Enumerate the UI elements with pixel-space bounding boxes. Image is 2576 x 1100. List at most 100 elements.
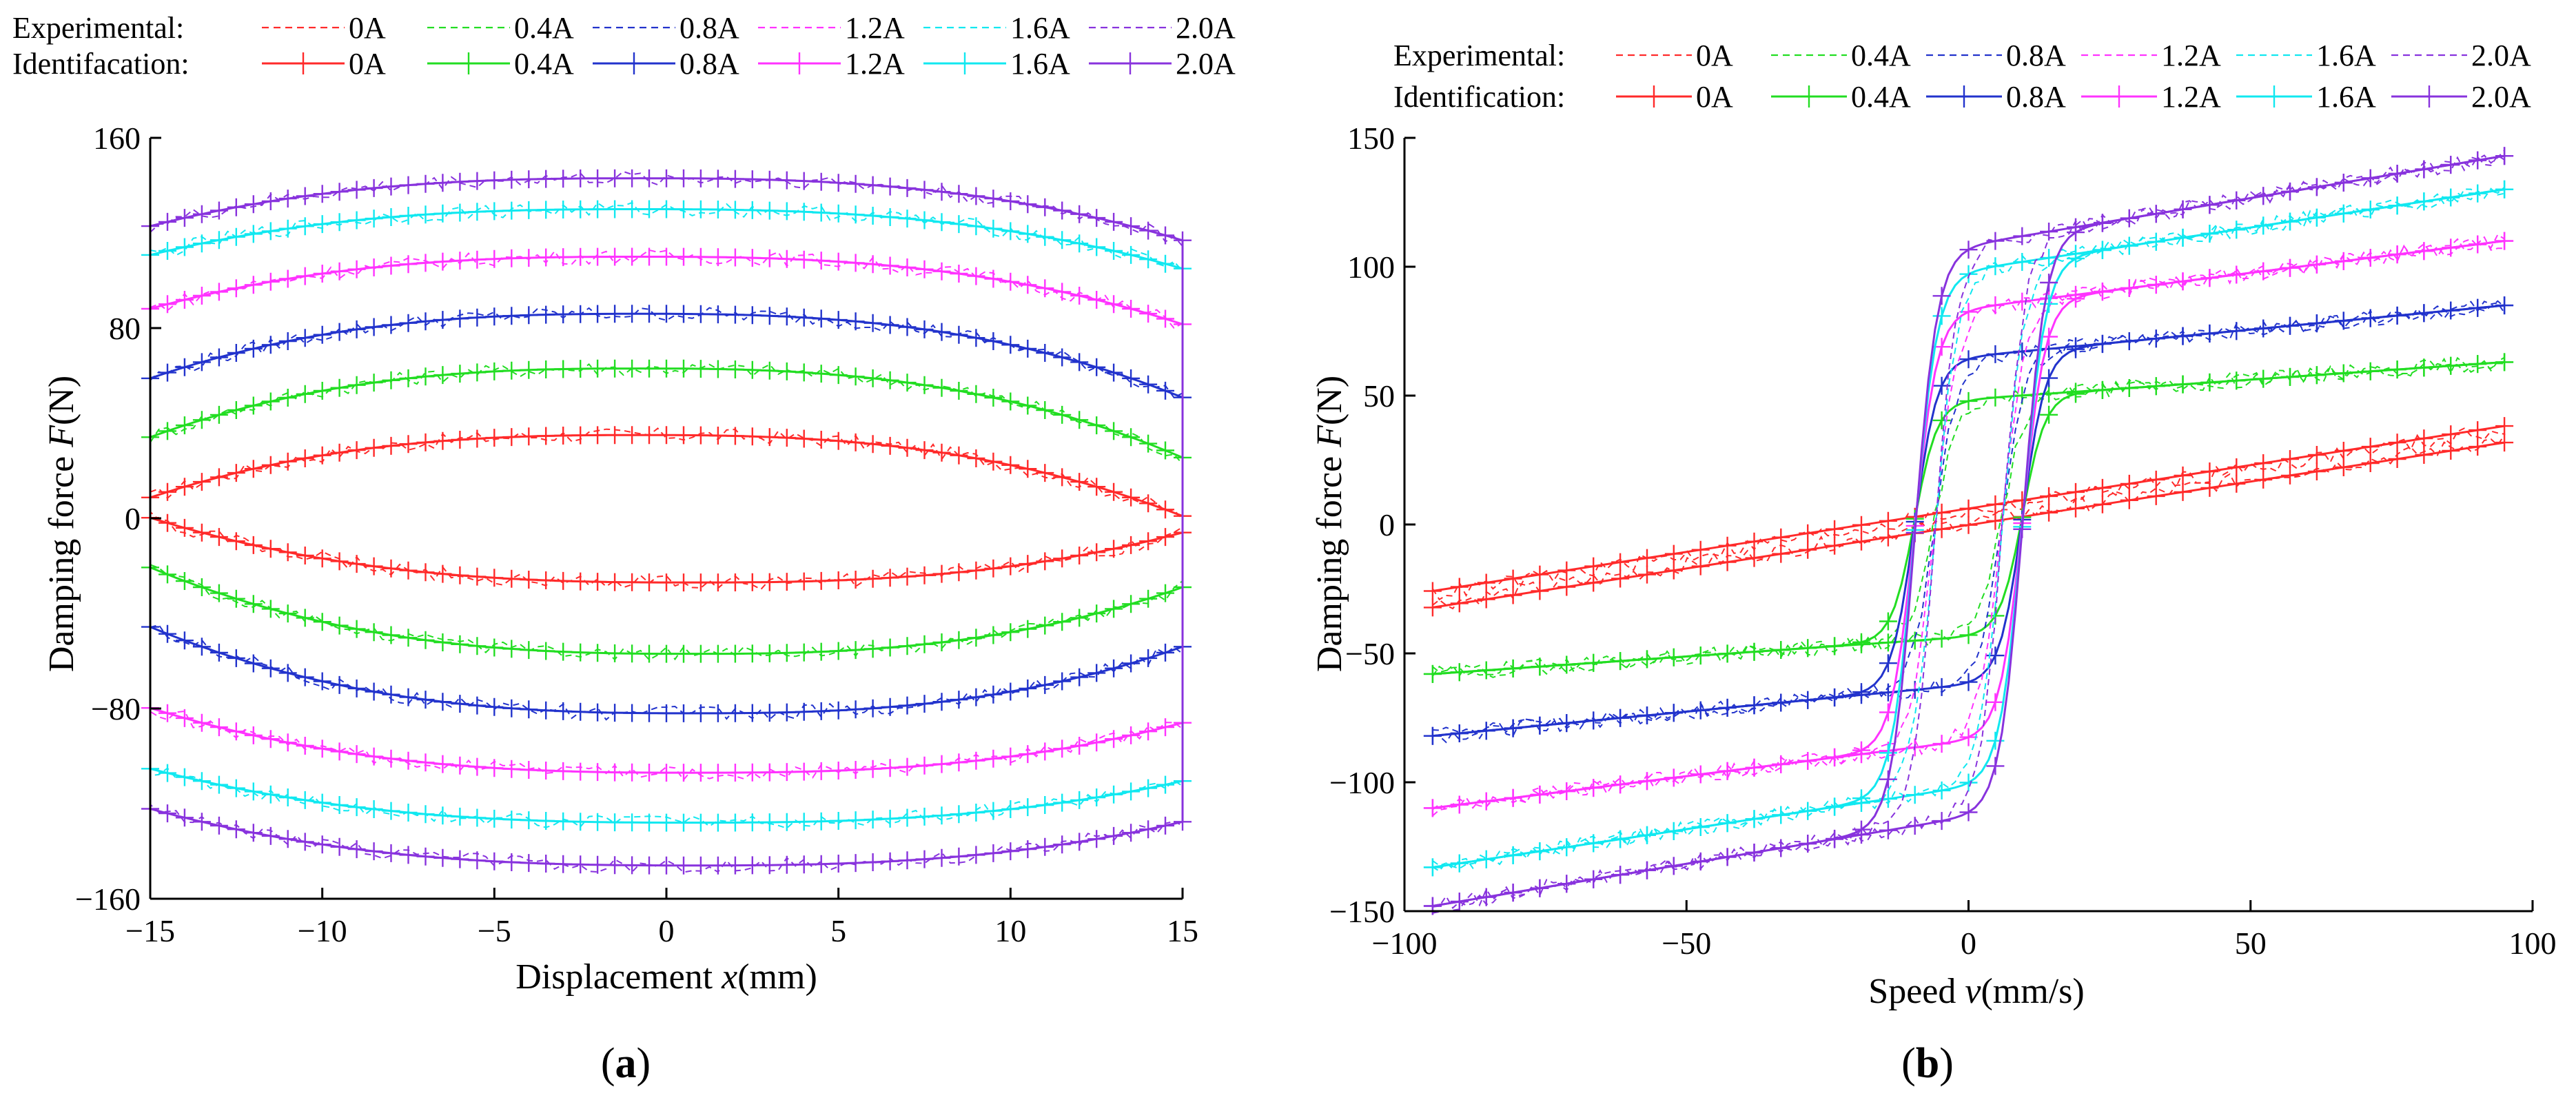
panel-b-legend: Experimental: 0A 0.4A 0.8A 1.2A 1.6A 2.0A Ident… (1393, 39, 2531, 114)
marker-1.6A (330, 796, 349, 814)
marker-1.6A (1019, 225, 1037, 243)
marker-0.4A (347, 376, 366, 394)
marker-0A (795, 429, 813, 448)
marker-2.0A (1772, 839, 1790, 857)
marker-1.2A (1105, 730, 1123, 748)
marker-0A (1477, 573, 1495, 592)
marker-0.4A (1799, 639, 1817, 658)
marker-2.0A (485, 171, 504, 190)
marker-1.2A (846, 761, 865, 779)
marker-0.4A (846, 641, 865, 660)
marker-0.4A (2147, 377, 2165, 396)
marker-2.0A (1959, 241, 1978, 259)
marker-1.2A (777, 763, 796, 782)
marker-0.4A (175, 416, 194, 435)
legend-identification-entry-2.0A: 2.0A (1176, 47, 1236, 81)
marker-1.2A (1986, 693, 2005, 711)
y-tick-label: 50 (1363, 378, 1395, 414)
marker-0A (2040, 487, 2058, 505)
marker-1.6A (1423, 858, 1442, 877)
marker-1.6A (623, 813, 642, 832)
marker-0.4A (296, 385, 314, 403)
marker-0A (829, 431, 848, 450)
marker-1.2A (1959, 303, 1978, 321)
y-tick-label: −160 (75, 882, 141, 917)
marker-0.4A (244, 595, 263, 613)
marker-1.6A (1019, 798, 1037, 817)
marker-1.2A (623, 763, 642, 782)
marker-2.0A (2040, 274, 2058, 292)
marker-0.8A (829, 311, 848, 329)
marker-1.2A (691, 764, 710, 782)
marker-0A (433, 564, 452, 583)
legend-experimental-entry-1.6A: 1.6A (1010, 11, 1070, 45)
marker-0.4A (1139, 434, 1158, 453)
marker-0A (2361, 454, 2380, 472)
marker-1.6A (589, 813, 607, 831)
marker-0.4A (1611, 652, 1630, 671)
marker-1.2A (244, 726, 263, 744)
marker-0.8A (2147, 329, 2165, 348)
marker-1.2A (1450, 795, 1469, 814)
marker-0A (915, 441, 934, 460)
marker-0.4A (485, 638, 504, 657)
y-tick-label: 100 (1347, 249, 1395, 285)
marker-0A (159, 513, 176, 532)
marker-0.8A (278, 332, 297, 350)
marker-0.8A (347, 320, 366, 338)
marker-1.2A (881, 759, 899, 777)
marker-0.4A (502, 640, 521, 658)
legend-identification-entry-1.2A: 1.2A (2161, 80, 2221, 114)
marker-0A (708, 573, 727, 592)
marker-0.8A (192, 638, 211, 656)
marker-0.8A (640, 305, 658, 323)
marker-0A (2200, 462, 2219, 480)
marker-1.2A (451, 756, 469, 775)
marker-1.6A (502, 201, 521, 220)
marker-0.8A (433, 693, 452, 711)
marker-0.4A (468, 637, 487, 655)
marker-1.6A (520, 811, 538, 830)
marker-0.8A (984, 685, 1003, 704)
marker-1.6A (192, 234, 211, 253)
marker-2.0A (502, 170, 521, 189)
marker-0A (1852, 516, 1870, 534)
marker-1.2A (1019, 745, 1037, 764)
marker-0.4A (1691, 646, 1710, 665)
marker-0.4A (777, 362, 796, 380)
marker-0A (261, 540, 280, 558)
marker-0.4A (967, 629, 985, 647)
marker-0.4A (1156, 584, 1174, 602)
marker-0.8A (760, 307, 779, 325)
marker-2.0A (2067, 218, 2085, 236)
marker-1.2A (296, 737, 314, 755)
marker-1.2A (347, 260, 366, 278)
panel-a-legend: Experimental: 0A 0.4A 0.8A 1.2A 1.6A 2.0A Ident… (12, 11, 1236, 81)
marker-2.0A (399, 846, 418, 864)
legend-identification-entry-1.6A: 1.6A (1010, 47, 1070, 81)
marker-1.2A (468, 757, 487, 776)
marker-0.8A (554, 702, 573, 720)
marker-2.0A (777, 171, 796, 190)
marker-2.0A (175, 209, 194, 227)
marker-1.6A (2307, 208, 2326, 227)
marker-1.6A (244, 782, 263, 801)
marker-2.0A (1986, 757, 2005, 775)
marker-1.2A (657, 764, 675, 782)
marker-0.4A (726, 644, 744, 663)
marker-2.0A (1036, 198, 1054, 216)
marker-0.8A (1504, 719, 1522, 737)
marker-1.2A (812, 762, 830, 780)
marker-1.6A (777, 202, 796, 221)
marker-1.6A (296, 791, 314, 809)
marker-1.2A (1156, 309, 1174, 328)
marker-1.2A (2227, 265, 2246, 284)
marker-2.0A (984, 844, 1003, 862)
marker-2.0A (812, 855, 830, 873)
marker-0.8A (606, 305, 624, 323)
marker-0.4A (1156, 441, 1174, 460)
marker-0.8A (1986, 345, 2005, 363)
marker-0A (1959, 516, 1978, 534)
marker-0.4A (1087, 416, 1106, 435)
marker-1.6A (468, 203, 487, 221)
